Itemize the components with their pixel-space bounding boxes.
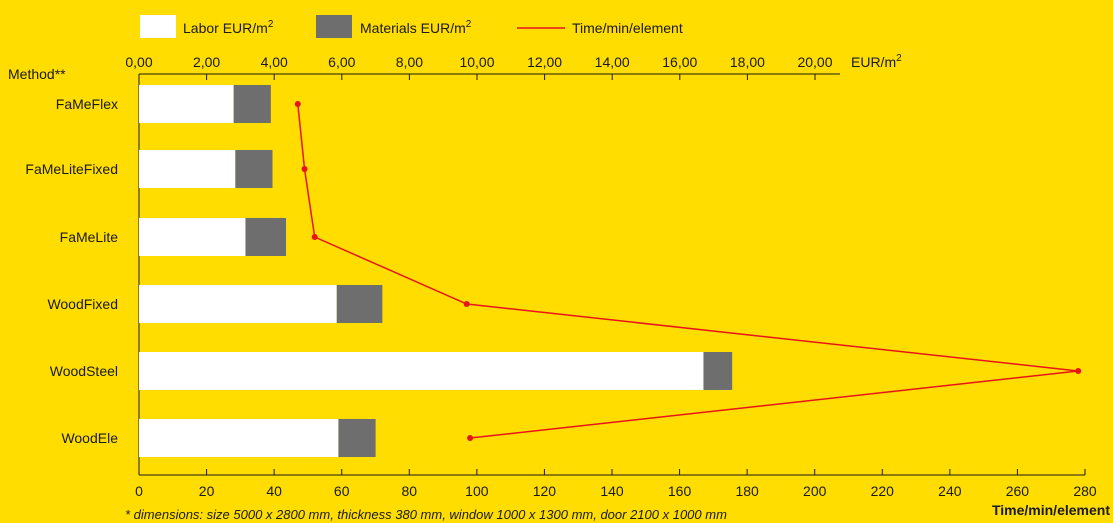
bar-materials [336,285,383,323]
bar-labor [139,85,234,123]
category-label: WoodFixed [47,296,118,312]
top-axis-tick-label: 20,00 [797,54,832,70]
category-label: FaMeLite [60,229,119,245]
time-point [463,301,470,307]
bottom-axis-tick-label: 200 [803,483,827,499]
bottom-axis-tick-label: 260 [1006,483,1030,499]
bar-labor [139,419,339,457]
legend: Labor EUR/m2 Materials EUR/m2 Time/min/e… [140,15,683,38]
category-label: WoodSteel [50,363,118,379]
bar-labor [139,150,236,188]
bar-materials [703,352,733,390]
bar-materials [233,85,271,123]
time-point [301,166,308,172]
legend-swatch-labor [140,15,176,38]
top-axis-tick-label: 18,00 [730,54,765,70]
legend-label-labor: Labor EUR/m2 [183,19,274,36]
bar-materials [235,150,273,188]
bottom-axis-tick-label: 120 [533,483,557,499]
category-label: WoodEle [61,430,118,446]
top-axis-tick-label: 6,00 [328,54,355,70]
bottom-axis-tick-label: 0 [135,483,143,499]
top-axis-tick-label: 2,00 [193,54,220,70]
time-point [1075,368,1082,374]
top-axis-tick-label: 12,00 [527,54,562,70]
bar-labor [139,218,246,256]
bottom-axis-tick-label: 140 [600,483,624,499]
time-line-path [297,103,1079,439]
bar-labor [139,352,704,390]
top-axis-tick-label: 16,00 [662,54,697,70]
bottom-axis-tick-label: 180 [735,483,759,499]
bottom-axis-tick-label: 20 [199,483,215,499]
bottom-axis-tick-label: 80 [401,483,417,499]
top-axis-tick-label: 10,00 [459,54,494,70]
time-point [311,234,318,240]
bar-labor [139,285,337,323]
bottom-axis-tick-label: 240 [938,483,962,499]
bottom-axis-tick-label: 160 [668,483,692,499]
bottom-axis-tick-label: 60 [334,483,350,499]
bottom-axis-tick-label: 220 [871,483,895,499]
top-axis-tick-label: 4,00 [261,54,288,70]
y-axis-title: Method** [8,66,66,82]
bars [139,85,733,457]
top-axis: EUR/m2 0,00 2,00 4,00 6,00 8,00 10,00 12,00 14,… [125,53,902,80]
bottom-axis: Time/min/element 0 20 40 60 80 100 120 140 160 18… [135,469,1110,518]
top-axis-tick-label: 0,00 [125,54,152,70]
bar-materials [245,218,287,256]
category-label: FaMeLiteFixed [25,161,118,177]
bottom-axis-tick-label: 280 [1073,483,1097,499]
legend-swatch-materials [316,15,352,38]
category-label: FaMeFlex [56,96,118,112]
legend-label-materials: Materials EUR/m2 [360,19,472,36]
bar-materials [338,419,376,457]
time-point [467,435,474,441]
bottom-axis-tick-label: 40 [266,483,282,499]
time-point [294,101,301,107]
legend-label-time: Time/min/element [572,20,683,36]
top-axis-unit: EUR/m2 [851,53,902,70]
time-line [294,101,1082,441]
category-labels: FaMeFlex FaMeLiteFixed FaMeLite WoodFixed Wo… [25,96,118,446]
footnote: * dimensions: size 5000 x 2800 mm, thick… [125,507,727,522]
bottom-axis-tick-label: 100 [465,483,489,499]
bottom-axis-label: Time/min/element [992,502,1110,518]
top-axis-tick-label: 14,00 [595,54,630,70]
top-axis-tick-label: 8,00 [396,54,423,70]
